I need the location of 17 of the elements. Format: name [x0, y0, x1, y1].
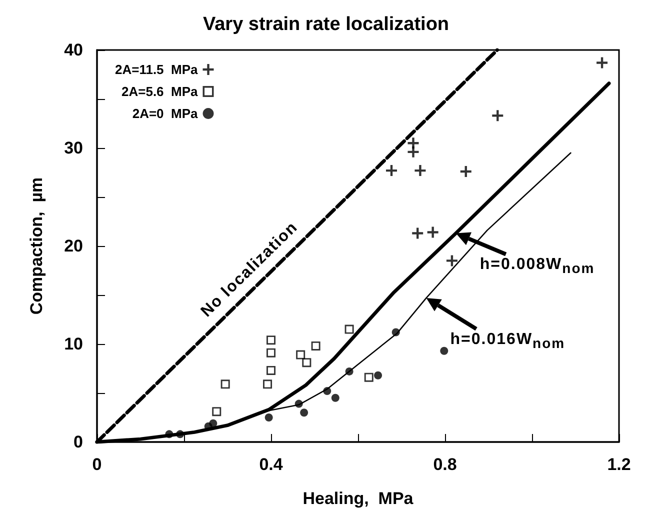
x-tick-label: 0.8 — [433, 455, 457, 474]
y-tick-label: 0 — [74, 432, 83, 452]
chart-title: Vary strain rate localization — [202, 14, 450, 35]
y-tick-label: 40 — [64, 40, 83, 60]
legend-label: 2A=11.5 MPa — [115, 62, 199, 77]
y-tick-label: 10 — [64, 334, 83, 354]
x-tick-label: 0.4 — [259, 455, 284, 474]
annotation: h=0.008W$_{nom}$ — [480, 256, 595, 276]
annotation: h=0.016W$_{nom}$ — [450, 330, 566, 352]
y-tick-label: 20 — [64, 236, 83, 256]
y-axis-title: Compaction, µm — [27, 177, 46, 315]
x-axis-title: Healing, MPa — [302, 489, 414, 508]
x-tick-label: 0 — [92, 455, 102, 474]
legend-label: 2A=0 MPa — [132, 106, 199, 121]
x-tick-label: 1.2 — [607, 455, 631, 474]
y-tick-label: 30 — [64, 138, 83, 158]
legend-label: 2A=5.6 MPa — [122, 84, 199, 99]
